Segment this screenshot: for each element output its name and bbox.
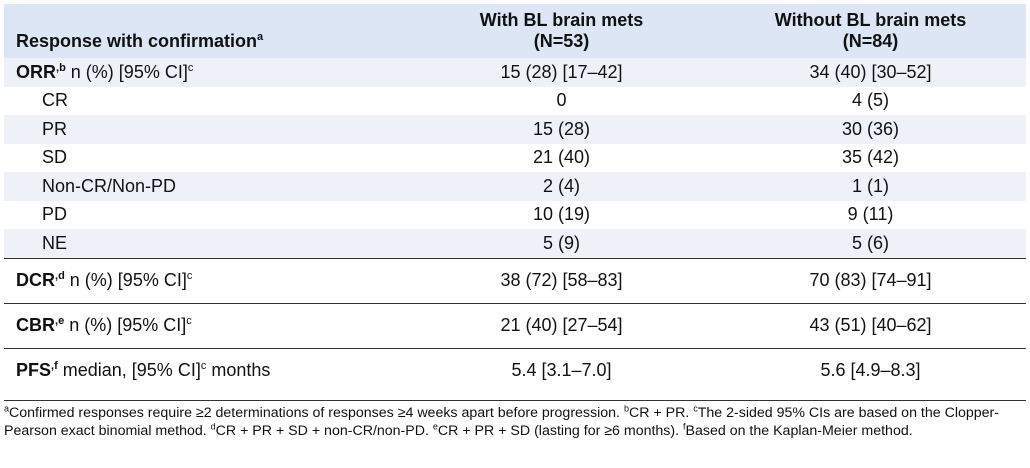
header-with-bl-brain-mets: With BL brain mets (N=53) — [408, 4, 715, 58]
table-row-pfs: PFS,f median, [95% CI]c months 5.4 [3.1–… — [4, 348, 1026, 393]
row-label-orr: ORR,b n (%) [95% CI]c — [4, 58, 408, 87]
cell-with: 15 (28) — [408, 115, 715, 144]
row-label: SD — [42, 147, 68, 168]
cell-with: 21 (40) — [532, 147, 591, 168]
cell-with: 21 (40) [27–54] — [500, 315, 623, 335]
table-footnotes: aConfirmed responses require ≥2 determin… — [4, 400, 1026, 440]
table-row-cr: CR 0 4 (5) — [4, 87, 1026, 116]
cell-without: 43 (51) [40–62] — [809, 315, 932, 335]
cell-without: 70 (83) [74–91] — [809, 270, 932, 290]
table-header: Response with confirmationa With BL brai… — [4, 4, 1026, 58]
cell-without: 30 (36) — [715, 115, 1026, 144]
dcr-section: DCR,d n (%) [95% CI]c 38 (72) [58–83] 70… — [4, 258, 1026, 303]
row-label-pfs: PFS,f median, [95% CI]c months — [16, 360, 271, 380]
table-row-pd: PD 10 (19) 9 (11) — [4, 201, 1026, 230]
cbr-section: CBR,e n (%) [95% CI]c 21 (40) [27–54] 43… — [4, 303, 1026, 348]
table-row-dcr: DCR,d n (%) [95% CI]c 38 (72) [58–83] 70… — [4, 258, 1026, 303]
row-label-cbr: CBR,e n (%) [95% CI]c — [16, 315, 192, 335]
header-without-bl-brain-mets: Without BL brain mets (N=84) — [715, 4, 1026, 58]
cell-with: 0 — [556, 90, 567, 111]
cell-without: 5 (6) — [715, 229, 1026, 258]
response-table: Response with confirmationa With BL brai… — [4, 4, 1026, 393]
cell-without: 9 (11) — [847, 204, 894, 225]
cell-with: 38 (72) [58–83] — [500, 270, 623, 290]
cell-without: 1 (1) — [715, 172, 1026, 201]
header-response-label: Response with confirmationa — [4, 4, 408, 58]
row-label: CR — [42, 90, 68, 111]
table-row-orr: ORR,b n (%) [95% CI]c 15 (28) [17–42] 34… — [4, 58, 1026, 87]
cell-with: 15 (28) [17–42] — [408, 58, 715, 87]
cell-with: 2 (4) — [408, 172, 715, 201]
row-label-dcr: DCR,d n (%) [95% CI]c — [16, 270, 193, 290]
cell-with: 10 (19) — [532, 204, 591, 225]
table-row-pr: PR 15 (28) 30 (36) — [4, 115, 1026, 144]
row-label: NE — [4, 229, 408, 258]
row-label: PD — [42, 204, 68, 225]
row-label: Non-CR/Non-PD — [4, 172, 408, 201]
cell-with: 5 (9) — [408, 229, 715, 258]
cell-without: 4 (5) — [851, 90, 889, 111]
row-label: PR — [4, 115, 408, 144]
table-row-sd: SD 21 (40) 35 (42) — [4, 144, 1026, 173]
cell-with: 5.4 [3.1–7.0] — [511, 360, 612, 380]
pfs-section: PFS,f median, [95% CI]c months 5.4 [3.1–… — [4, 348, 1026, 393]
table-row-ne: NE 5 (9) 5 (6) — [4, 229, 1026, 258]
orr-section: ORR,b n (%) [95% CI]c 15 (28) [17–42] 34… — [4, 58, 1026, 258]
cell-without: 35 (42) — [841, 147, 900, 168]
table-row-non-cr-non-pd: Non-CR/Non-PD 2 (4) 1 (1) — [4, 172, 1026, 201]
cell-without: 34 (40) [30–52] — [715, 58, 1026, 87]
cell-without: 5.6 [4.9–8.3] — [820, 360, 921, 380]
table-row-cbr: CBR,e n (%) [95% CI]c 21 (40) [27–54] 43… — [4, 303, 1026, 348]
